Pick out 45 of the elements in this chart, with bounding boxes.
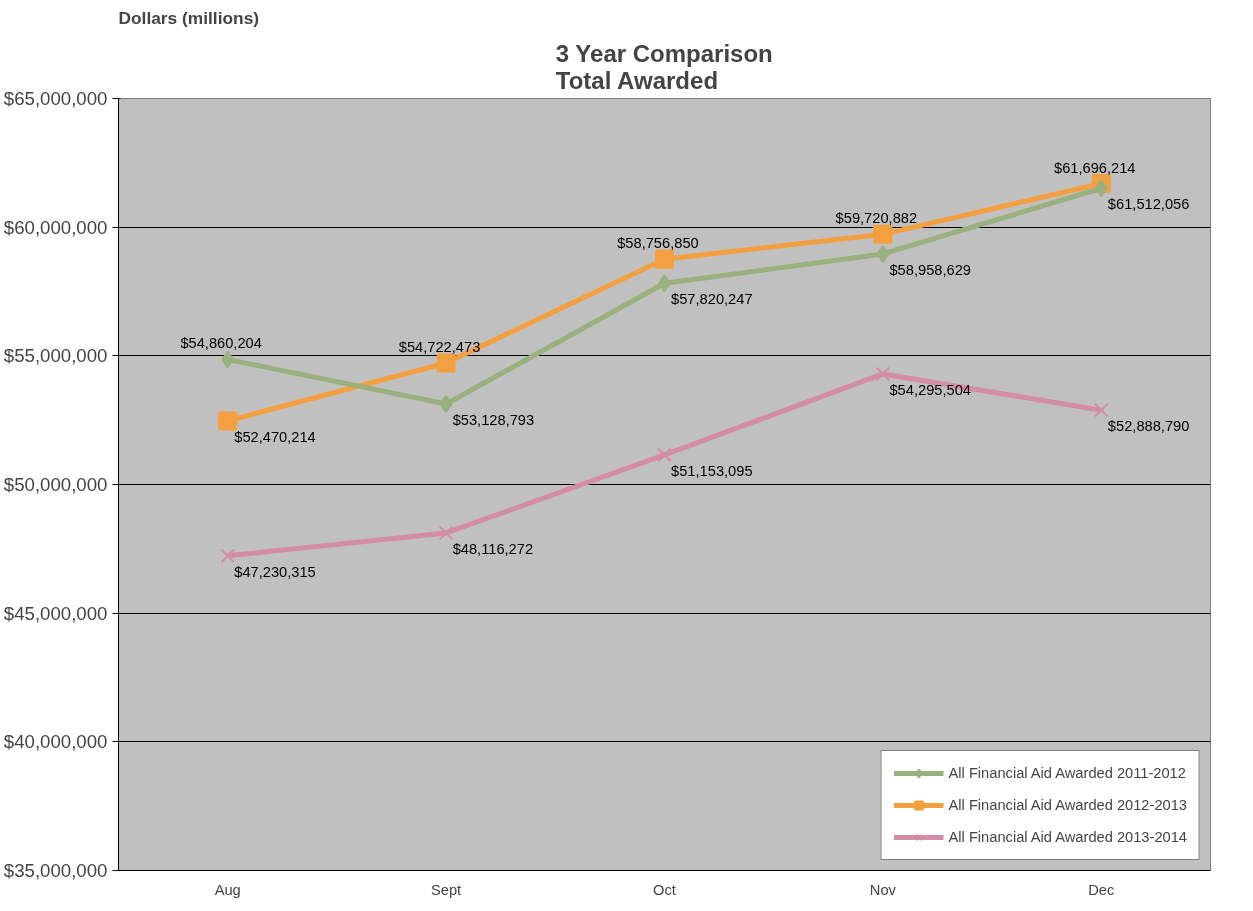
- data-label: $47,230,315: [234, 563, 316, 580]
- y-tick-label: $60,000,000: [3, 216, 108, 238]
- data-label: $53,128,793: [452, 411, 535, 428]
- chart-title: 3 Year Comparison Total Awarded: [555, 39, 773, 94]
- x-tick-label: Nov: [869, 881, 897, 898]
- point: [436, 353, 456, 373]
- y-axis-title: Dollars (millions): [118, 7, 260, 28]
- legend-label: All Financial Aid Awarded 2012-2013: [948, 797, 1187, 813]
- data-label: $51,153,095: [671, 462, 753, 479]
- point: [439, 394, 453, 413]
- y-tick-label: $50,000,000: [3, 474, 108, 495]
- data-label: $58,958,629: [889, 261, 971, 278]
- data-label: $57,820,247: [671, 291, 753, 308]
- data-label: $54,860,204: [180, 335, 262, 352]
- point: [438, 525, 454, 541]
- point: [221, 350, 235, 369]
- y-tick-label: $55,000,000: [3, 345, 108, 367]
- data-label: $54,295,504: [889, 381, 971, 398]
- x-tick-label: Aug: [214, 881, 241, 898]
- legend-label: All Financial Aid Awarded 2013-2014: [948, 829, 1187, 845]
- point: [657, 447, 672, 463]
- x-tick-label: Dec: [1088, 881, 1115, 898]
- legend-label: All Financial Aid Awarded 2011-2012: [948, 765, 1186, 781]
- y-tick-label: $65,000,000: [3, 88, 108, 109]
- point: [873, 224, 893, 244]
- y-tick-label: $40,000,000: [3, 731, 108, 753]
- point: [220, 548, 236, 564]
- data-label: $58,756,850: [617, 235, 699, 252]
- point: [1094, 179, 1108, 198]
- y-tick-label: $35,000,000: [3, 860, 108, 881]
- point: [218, 411, 238, 431]
- y-tick-label: $45,000,000: [3, 602, 108, 624]
- data-label: $54,722,473: [398, 338, 481, 355]
- point: [876, 244, 890, 263]
- data-label: $52,888,790: [1107, 418, 1190, 435]
- data-label: $59,720,882: [835, 210, 918, 227]
- point: [655, 249, 674, 269]
- data-label: $61,512,056: [1107, 196, 1190, 213]
- point: [1093, 402, 1109, 418]
- point: [875, 366, 891, 382]
- x-tick-label: Oct: [653, 881, 676, 898]
- data-label: $61,696,214: [1054, 159, 1136, 176]
- x-tick-label: Sept: [431, 881, 462, 898]
- data-label: $48,116,272: [452, 540, 534, 557]
- data-label: $52,470,214: [234, 428, 316, 445]
